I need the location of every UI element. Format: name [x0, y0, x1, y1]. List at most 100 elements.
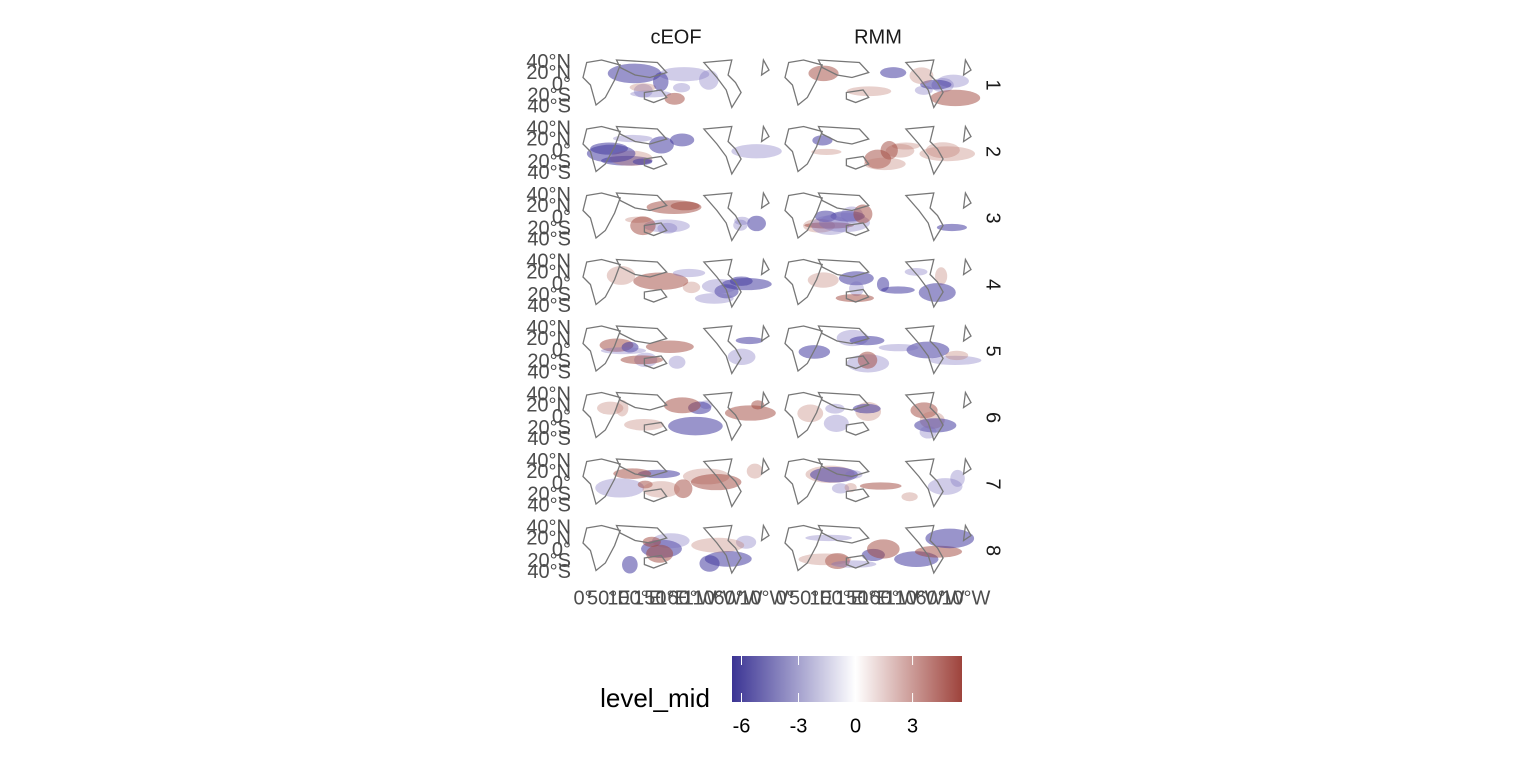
contour-blob: [906, 341, 950, 359]
land-outline: [904, 59, 944, 110]
contour-blob: [657, 222, 678, 234]
contour-blob: [945, 350, 969, 361]
land-outline: [582, 524, 622, 572]
contour-blob: [621, 341, 639, 353]
y-tick-label: 40°S: [527, 96, 571, 118]
y-tick-label: 20°N: [526, 395, 571, 417]
row-label: 7: [982, 478, 1004, 489]
map-panel: [784, 456, 972, 509]
land-outline: [643, 488, 668, 503]
land-outline: [845, 554, 870, 569]
land-outline: [817, 458, 870, 478]
map-panel: [582, 390, 776, 442]
y-tick-label: 20°S: [527, 84, 571, 106]
contour-blob: [669, 133, 695, 147]
contour-blob: [630, 216, 656, 236]
y-tick-label: 20°S: [527, 550, 571, 572]
land-outline: [760, 57, 770, 77]
contour-blob: [658, 67, 710, 82]
y-tick-label: 20°S: [527, 417, 571, 439]
land-outline: [784, 524, 824, 572]
y-tick-label: 40°N: [526, 317, 571, 339]
contour-blob: [804, 222, 854, 229]
x-tick-label: 50°E: [587, 587, 631, 609]
y-tick-label: 0°: [552, 273, 571, 295]
x-tick-label: 110°W: [683, 587, 742, 609]
y-tick-label: 20°S: [527, 483, 571, 505]
y-tick-label: 20°N: [526, 528, 571, 550]
y-tick-label: 40°N: [526, 51, 571, 73]
column-label: cEOF: [650, 26, 701, 48]
contour-blob: [637, 480, 653, 489]
x-tick-label: 0°: [573, 587, 592, 609]
contour-blob: [849, 335, 885, 346]
land-outline: [582, 258, 622, 306]
land-outline: [643, 155, 668, 170]
map-panel: [582, 257, 772, 309]
y-tick-label: 40°N: [526, 184, 571, 206]
contour-blob: [613, 468, 652, 479]
map-panel: [582, 323, 770, 376]
contour-blob: [735, 336, 764, 345]
land-outline: [962, 190, 972, 210]
land-outline: [817, 391, 870, 411]
land-outline: [962, 390, 972, 409]
contour-blob: [646, 544, 674, 563]
land-outline: [615, 391, 668, 411]
contour-blob: [724, 405, 776, 421]
land-outline: [702, 192, 742, 243]
map-panel: [582, 190, 770, 243]
x-tick-label: 50°E: [789, 587, 833, 609]
contour-blob: [919, 425, 937, 439]
land-outline: [643, 355, 668, 370]
contour-blob: [936, 223, 967, 232]
y-tick-label: 40°S: [527, 561, 571, 583]
contour-blob: [812, 135, 833, 146]
land-outline: [817, 192, 870, 212]
map-panel: [582, 523, 770, 575]
x-tick-label: 60°W: [713, 587, 762, 609]
contour-blob: [925, 528, 975, 549]
y-tick-label: 0°: [552, 206, 571, 228]
contour-blob: [808, 65, 839, 82]
x-tick-label: 100°E: [809, 587, 864, 609]
y-tick-label: 20°N: [526, 328, 571, 350]
y-tick-label: 20°S: [527, 350, 571, 372]
land-outline: [582, 59, 622, 107]
contour-blob: [909, 67, 934, 85]
contour-blob: [746, 463, 763, 479]
y-tick-label: 40°S: [527, 362, 571, 384]
y-tick-label: 20°S: [527, 217, 571, 239]
contour-blob: [814, 210, 837, 223]
contour-blob: [653, 72, 669, 92]
y-tick-label: 20°N: [526, 62, 571, 84]
column-label: RMM: [854, 26, 902, 48]
contour-blob: [668, 355, 686, 369]
y-tick-label: 20°N: [526, 129, 571, 151]
contour-blob: [901, 492, 918, 502]
row-label: 4: [982, 279, 1004, 290]
x-tick-label: 10°W: [739, 587, 788, 609]
land-outline: [760, 523, 770, 542]
y-tick-label: 40°S: [527, 495, 571, 517]
x-tick-label: 150°E: [633, 587, 688, 609]
land-outline: [845, 155, 870, 170]
contour-blob: [831, 483, 850, 494]
contour-blob: [691, 537, 745, 553]
y-tick-label: 40°S: [527, 162, 571, 184]
y-tick-label: 20°S: [527, 151, 571, 173]
land-outline: [962, 257, 972, 276]
contour-blob: [859, 482, 902, 490]
land-outline: [784, 192, 824, 240]
land-outline: [702, 458, 742, 509]
land-outline: [615, 125, 668, 145]
land-outline: [784, 125, 824, 173]
land-outline: [582, 325, 622, 373]
contour-blob: [876, 277, 890, 292]
y-tick-label: 0°: [552, 472, 571, 494]
contour-blob: [607, 63, 662, 84]
land-outline: [845, 355, 870, 370]
y-tick-label: 0°: [552, 406, 571, 428]
map-panel: [582, 456, 770, 509]
contour-blob: [664, 92, 685, 105]
